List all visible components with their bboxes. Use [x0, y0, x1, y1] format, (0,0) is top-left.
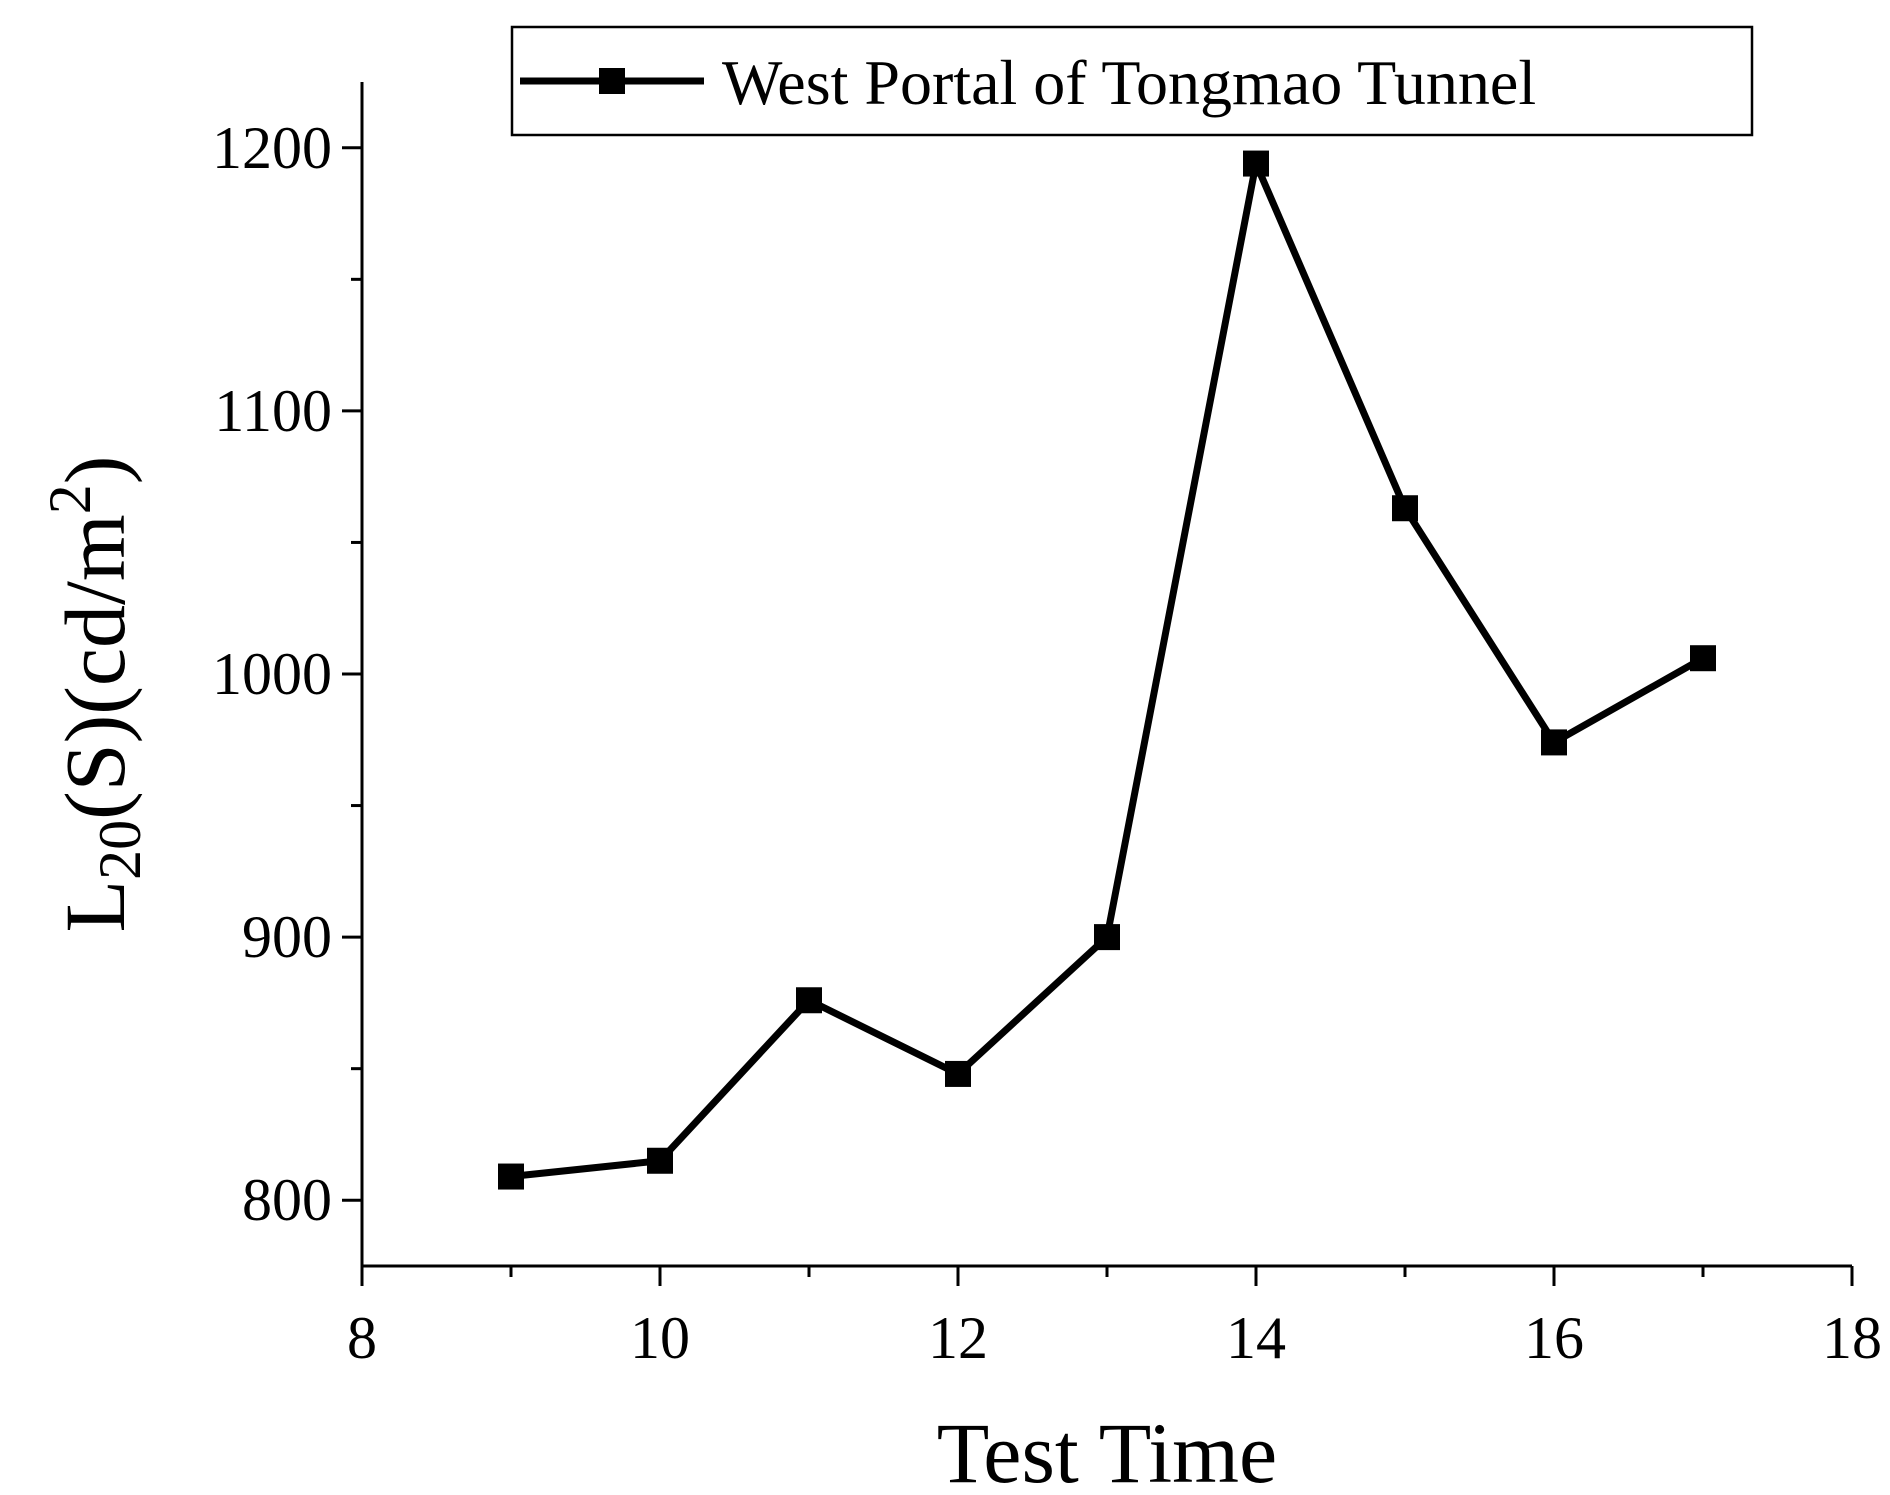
y-axis-title-base: L [47, 880, 143, 933]
legend-label: West Portal of Tongmao Tunnel [722, 47, 1536, 118]
data-point-marker [1094, 924, 1120, 951]
y-tick-label: 800 [242, 1167, 332, 1233]
y-tick-label: 900 [242, 904, 332, 970]
x-tick-label: 8 [347, 1305, 377, 1371]
y-axis-title: L20(S)(cd/m2) [37, 456, 153, 933]
y-axis-title-subscript: 20 [87, 820, 153, 880]
y-axis-ticks: 800 900 1000 1100 1200 [212, 115, 362, 1233]
plot-area [498, 150, 1716, 1190]
x-tick-label: 16 [1524, 1305, 1584, 1371]
data-point-marker [945, 1060, 971, 1087]
legend: West Portal of Tongmao Tunnel [510, 25, 1754, 137]
x-tick-label: 10 [630, 1305, 690, 1371]
x-tick-label: 14 [1226, 1305, 1286, 1371]
x-tick-label: 18 [1822, 1305, 1882, 1371]
y-axis-title-superscript: 2 [37, 484, 103, 514]
legend-box [510, 25, 1754, 137]
data-point-marker [1541, 729, 1567, 756]
axes [360, 82, 1852, 1268]
x-tick-label: 12 [928, 1305, 988, 1371]
data-point-marker [1243, 150, 1269, 177]
x-axis-title: Test Time [937, 1405, 1277, 1495]
data-point-marker [647, 1147, 673, 1174]
y-tick-label: 1200 [212, 115, 332, 181]
data-point-marker [1690, 645, 1716, 672]
series-line [510, 151, 1705, 1181]
y-axis-title-end: ) [47, 456, 143, 485]
legend-marker-square [599, 68, 625, 94]
y-tick-label: 1100 [214, 378, 332, 444]
x-axis-ticks: 8 10 12 14 16 18 [347, 1266, 1882, 1371]
y-axis-title-middle: (S)(cd/m [47, 514, 143, 820]
data-point-marker [1392, 495, 1418, 522]
data-point-marker [796, 987, 822, 1014]
data-point-marker [498, 1163, 524, 1190]
y-tick-label: 1000 [212, 641, 332, 707]
